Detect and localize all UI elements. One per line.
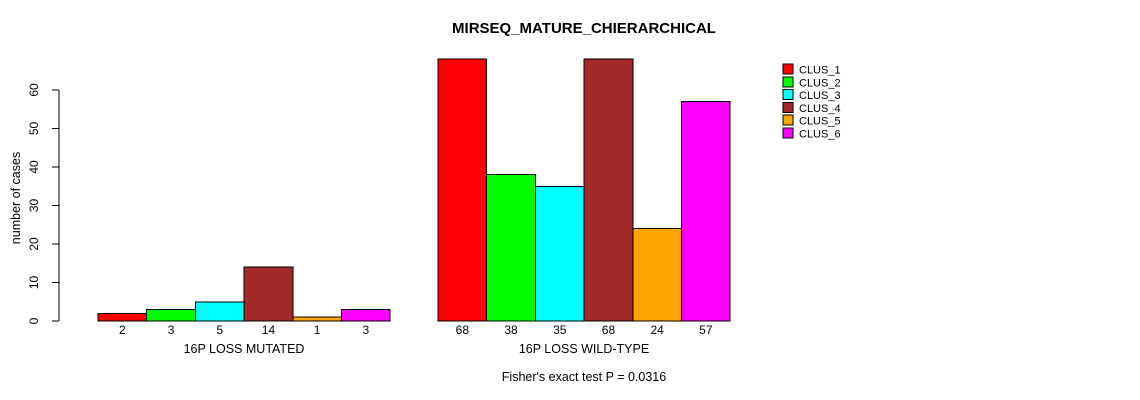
bar-clus_3-group1 bbox=[194, 301, 245, 322]
y-tick-label: 40 bbox=[27, 160, 41, 174]
chart-title: MIRSEQ_MATURE_CHIERARCHICAL bbox=[452, 20, 716, 37]
legend-label-clus_1: CLUS_1 bbox=[799, 65, 841, 77]
legend-swatch-clus_6 bbox=[782, 127, 794, 139]
bar-clus_2-group1 bbox=[146, 308, 196, 322]
y-tick-label: 0 bbox=[27, 317, 41, 324]
bar-clus_4-group1 bbox=[243, 266, 294, 322]
bar-clus_1-group1 bbox=[97, 312, 148, 322]
bar-clus_4-group2 bbox=[583, 58, 634, 322]
y-axis-label: number of cases bbox=[9, 152, 23, 244]
y-tick-label: 20 bbox=[27, 237, 41, 251]
legend-label-clus_2: CLUS_2 bbox=[799, 77, 841, 89]
bar-value-label: 57 bbox=[699, 323, 713, 337]
y-tick-label: 50 bbox=[27, 122, 41, 136]
bar-value-label: 1 bbox=[314, 323, 321, 337]
bar-value-label: 3 bbox=[363, 323, 370, 337]
bars bbox=[97, 58, 731, 322]
legend-label-clus_4: CLUS_4 bbox=[799, 103, 841, 115]
bar-clus_6-group1 bbox=[341, 308, 391, 322]
bar-value-labels: 2 3 5 14 1 3 68 38 35 68 24 57 bbox=[119, 323, 713, 337]
bar-clus_3-group2 bbox=[534, 185, 585, 322]
legend-label-clus_3: CLUS_3 bbox=[799, 90, 841, 102]
bar-value-label: 5 bbox=[216, 323, 223, 337]
group-label-mutated: 16P LOSS MUTATED bbox=[184, 342, 305, 356]
bar-clus_2-group2 bbox=[486, 174, 536, 322]
legend-swatch-clus_3 bbox=[782, 89, 794, 101]
y-tick-label: 60 bbox=[27, 83, 41, 97]
legend-swatch-clus_4 bbox=[782, 101, 794, 113]
group-label-wild-type: 16P LOSS WILD-TYPE bbox=[519, 342, 649, 356]
legend-label-clus_6: CLUS_6 bbox=[799, 129, 841, 141]
bar-value-label: 24 bbox=[650, 323, 664, 337]
bar-clus_1-group2 bbox=[437, 58, 488, 322]
legend-swatch-clus_5 bbox=[782, 114, 794, 126]
bar-clus_5-group2 bbox=[632, 228, 682, 322]
legend-swatch-clus_1 bbox=[782, 63, 794, 75]
bar-value-label: 68 bbox=[456, 323, 470, 337]
bar-value-label: 14 bbox=[262, 323, 276, 337]
legend-swatch-clus_2 bbox=[782, 76, 794, 88]
y-axis: 0 10 20 30 40 50 60 bbox=[27, 83, 60, 324]
bar-value-label: 68 bbox=[602, 323, 616, 337]
bar-value-label: 3 bbox=[168, 323, 175, 337]
legend-label-clus_5: CLUS_5 bbox=[799, 116, 841, 128]
y-tick-label: 30 bbox=[27, 199, 41, 213]
fisher-test-footnote: Fisher's exact test P = 0.0316 bbox=[502, 370, 666, 384]
bar-value-label: 2 bbox=[119, 323, 126, 337]
bar-value-label: 38 bbox=[504, 323, 518, 337]
bar-clus_6-group2 bbox=[681, 101, 731, 322]
bar-clus_5-group1 bbox=[292, 316, 342, 322]
y-tick-label: 10 bbox=[27, 276, 41, 290]
bar-value-label: 35 bbox=[553, 323, 567, 337]
